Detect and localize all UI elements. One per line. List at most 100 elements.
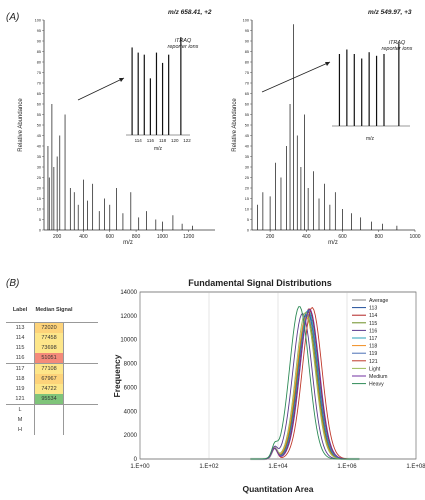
y-tick-label: 95 (245, 29, 249, 33)
y-tick-label: 15 (37, 197, 41, 201)
y-tick-label: 15 (245, 197, 249, 201)
left-y-label: Relative Abundance (18, 98, 24, 152)
y-tick-label: 0 (134, 457, 138, 463)
right-inset-arrow (261, 61, 331, 93)
row-label: 113 (15, 325, 25, 331)
left-spectrum: 200 400 600 800 1000 1200 0 5 10 15 20 25 30 35 40 45 5… (18, 9, 215, 246)
row-median-signal: 95534 (34, 394, 64, 404)
row-median-signal: 51051 (34, 353, 64, 363)
y-tick-label: 75 (245, 71, 249, 75)
right-inset-arrowhead (325, 62, 330, 66)
right-inset-x-label: m/z (366, 136, 375, 142)
right-inset-peaks (338, 43, 400, 126)
legend-label: 116 (369, 328, 377, 334)
row-median-signal: 74722 (34, 384, 64, 394)
series-line-118 (250, 316, 360, 460)
y-tick-label: 20 (37, 187, 41, 191)
y-tick-label: 40 (245, 145, 249, 149)
inset-tick-label: 118 (159, 138, 167, 143)
row-label: 118 (15, 376, 25, 382)
y-tick-label: 80 (245, 61, 249, 65)
right-x-ticks: 200 400 600 800 1000 (266, 230, 421, 240)
series-line-light (250, 311, 360, 460)
row-label: 121 (15, 396, 25, 402)
row-label: 114 (15, 335, 25, 341)
x-tick-label: 1.E+08 (406, 464, 425, 470)
y-tick-label: 4000 (124, 409, 138, 415)
distribution-x-label: Quantitation Area (243, 484, 314, 494)
row-label: M (17, 417, 23, 423)
table-header-label: Label (12, 307, 28, 313)
y-tick-label: 5 (247, 218, 249, 222)
table-row: 118 67967 (6, 374, 98, 384)
x-tick-label: 1.E+00 (130, 464, 150, 470)
y-tick-label: 25 (245, 176, 249, 180)
distribution-series (250, 306, 360, 461)
y-tick-label: 90 (37, 40, 41, 44)
left-inset-x-label: m/z (154, 146, 163, 152)
row-median-signal (34, 425, 64, 435)
row-median-signal (34, 405, 64, 415)
right-x-label: m/z (328, 240, 338, 246)
y-tick-label: 95 (37, 29, 41, 33)
inset-tick-label: 114 (135, 138, 143, 143)
distribution-title: Fundamental Signal Distributions (188, 278, 332, 288)
table-row: 114 77458 (6, 333, 98, 343)
table-row: H (6, 425, 98, 435)
y-tick-label: 12000 (120, 314, 137, 320)
legend-label: 121 (369, 359, 378, 365)
right-peaks (257, 24, 398, 230)
right-spectrum: 200 400 600 800 1000 0 5 10 15 20 25 30 35 40 45 50 55 6… (232, 9, 421, 246)
y-tick-label: 8000 (124, 362, 138, 368)
table-row: 117 77108 (6, 364, 98, 374)
row-median-signal: 77108 (34, 364, 64, 374)
legend-label: 114 (369, 313, 377, 319)
right-inset-label-1: iTRAQ (389, 40, 406, 46)
x-tick-label: 1.E+02 (199, 464, 219, 470)
legend-label: Light (369, 366, 381, 372)
y-tick-label: 10000 (120, 338, 137, 344)
y-tick-label: 10 (245, 208, 249, 212)
row-median-signal: 77458 (34, 333, 64, 343)
distribution-y-ticks: 0 2000 4000 6000 8000 10000 12000 14000 (120, 290, 137, 463)
legend-label: 115 (369, 321, 377, 327)
series-line-heavy (250, 306, 360, 460)
right-mz-title: m/z 549.97, +3 (368, 9, 412, 16)
y-tick-label: 14000 (120, 290, 137, 296)
table-row: M (6, 415, 98, 425)
left-x-ticks: 200 400 600 800 1000 1200 (53, 230, 194, 240)
median-signal-table: Label Median Signal 113 72020 114 77458 115 7… (6, 298, 98, 435)
series-line-119 (250, 314, 360, 460)
left-inset-label-2: reporter ions (168, 44, 199, 50)
y-tick-label: 85 (37, 50, 41, 54)
row-label: L (18, 407, 22, 413)
y-tick-label: 45 (245, 134, 249, 138)
legend-label: Medium (369, 374, 387, 380)
table-row: 116 51051 (6, 353, 98, 364)
table-header: Label Median Signal (6, 298, 98, 322)
x-tick-label: 800 (132, 234, 141, 240)
left-x-label: m/z (123, 240, 133, 246)
inset-tick-label: 122 (183, 138, 191, 143)
row-median-signal: 67967 (34, 374, 64, 384)
y-tick-label: 85 (245, 50, 249, 54)
y-tick-label: 70 (245, 82, 249, 86)
legend-label: 119 (369, 351, 377, 357)
series-line-average (250, 310, 360, 461)
y-tick-label: 0 (247, 229, 249, 233)
distribution-chart: Fundamental Signal Distributions 0 2000 40… (112, 278, 425, 494)
table-row: 119 74722 (6, 384, 98, 394)
distribution-x-ticks: 1.E+00 1.E+02 1.E+04 1.E+06 1.E+08 (130, 464, 425, 470)
panel-a-label: (A) (6, 12, 19, 23)
panel-b-label: (B) (6, 278, 19, 289)
y-tick-label: 50 (245, 124, 249, 128)
x-tick-label: 1.E+04 (268, 464, 288, 470)
table-row: 115 73698 (6, 343, 98, 353)
left-inset-arrow (77, 77, 125, 101)
legend-label: 118 (369, 344, 377, 350)
inset-tick-label: 116 (147, 138, 155, 143)
legend-label: 113 (369, 306, 377, 312)
x-tick-label: 200 (266, 234, 275, 240)
x-tick-label: 1.E+06 (337, 464, 357, 470)
left-peaks (47, 104, 193, 230)
